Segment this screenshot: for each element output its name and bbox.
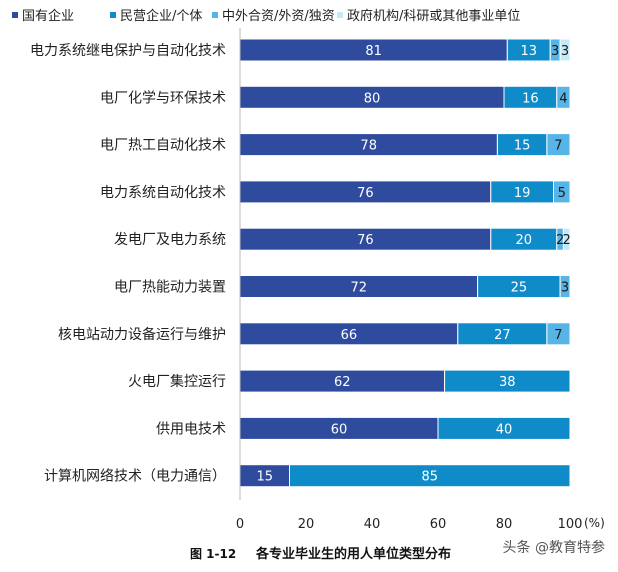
legend-swatch — [212, 12, 218, 18]
bar-segment — [546, 133, 571, 157]
data-label: 15 — [514, 139, 531, 154]
data-label: 27 — [494, 328, 511, 343]
data-label: 38 — [499, 375, 516, 390]
data-label: 20 — [516, 233, 533, 248]
x-tick-label: 80 — [496, 517, 513, 532]
x-tick-label: 20 — [298, 517, 315, 532]
bar-segment — [546, 322, 571, 346]
data-label: 2 — [563, 233, 571, 248]
data-label: 80 — [364, 91, 381, 106]
category-label: 计算机网络技术（电力通信） — [44, 469, 226, 485]
data-label: 66 — [341, 328, 358, 343]
category-label: 电厂热工自动化技术 — [100, 138, 226, 154]
data-label: 76 — [357, 233, 374, 248]
category-label: 供用电技术 — [156, 421, 226, 437]
bar-segment — [437, 416, 571, 440]
data-label: 78 — [360, 139, 377, 154]
data-label: 85 — [421, 470, 438, 485]
x-tick-label: 60 — [430, 517, 447, 532]
data-label: 62 — [334, 375, 351, 390]
category-label: 电厂化学与环保技术 — [100, 90, 226, 106]
data-label: 2 — [556, 233, 564, 248]
bar-segment — [289, 464, 571, 488]
data-label: 19 — [514, 186, 531, 201]
legend-label: 政府机构/科研或其他事业单位 — [347, 9, 520, 24]
data-label: 3 — [561, 281, 569, 296]
bar-segment — [559, 38, 571, 62]
category-label: 电力系统继电保护与自动化技术 — [30, 43, 226, 59]
data-label: 40 — [496, 422, 513, 437]
x-unit-label: (%) — [584, 516, 605, 530]
data-label: 15 — [256, 470, 273, 485]
data-label: 7 — [554, 328, 562, 343]
legend-label: 中外合资/外资/独资 — [222, 9, 335, 24]
category-label: 火电厂集控运行 — [128, 373, 226, 390]
category-label: 电厂热能动力装置 — [114, 280, 226, 296]
legend-swatch — [12, 12, 18, 18]
data-label: 16 — [522, 91, 539, 106]
bar-segment — [556, 85, 571, 109]
bar-segment — [553, 180, 571, 204]
category-label: 电力系统自动化技术 — [100, 185, 226, 201]
category-label: 发电厂及电力系统 — [114, 232, 226, 248]
watermark: 头条 @教育特参 — [503, 539, 605, 556]
caption-number: 图 1-12 — [190, 547, 236, 561]
bar-segment — [444, 369, 571, 393]
data-label: 60 — [331, 422, 348, 437]
data-label: 3 — [561, 44, 569, 59]
bar-segment — [562, 227, 571, 251]
data-label: 7 — [554, 139, 562, 154]
data-label: 3 — [551, 44, 559, 59]
legend-label: 民营企业/个体 — [120, 8, 202, 24]
legend-swatch — [110, 12, 116, 18]
legend-swatch — [337, 12, 343, 18]
data-label: 25 — [511, 281, 528, 296]
bar-segment — [559, 275, 571, 298]
x-tick-label: 100 — [558, 517, 583, 532]
x-tick-label: 40 — [364, 517, 381, 532]
data-label: 76 — [357, 186, 374, 201]
data-label: 72 — [351, 281, 368, 296]
data-label: 13 — [520, 44, 537, 59]
data-label: 4 — [559, 91, 567, 106]
data-label: 5 — [558, 186, 566, 201]
caption: 各专业毕业生的用人单位类型分布 — [255, 546, 451, 562]
legend-label: 国有企业 — [22, 8, 74, 24]
category-label: 核电站动力设备运行与维护 — [58, 326, 226, 343]
x-tick-label: 0 — [236, 517, 244, 532]
data-label: 81 — [365, 44, 382, 59]
